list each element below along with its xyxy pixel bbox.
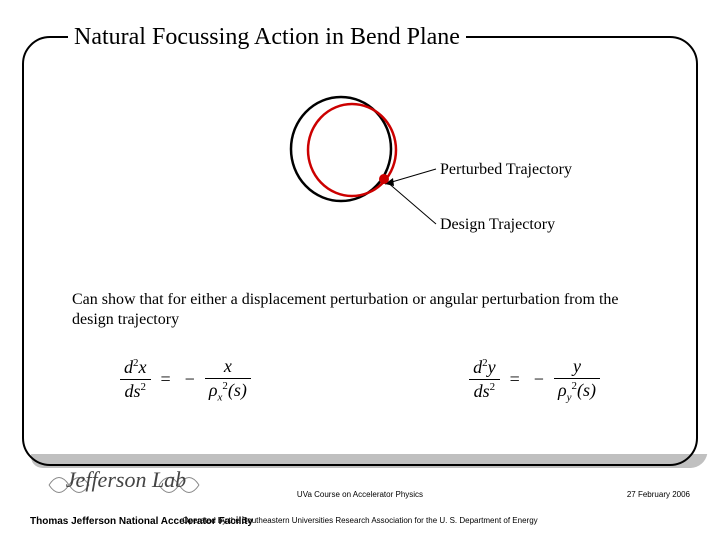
slide-title: Natural Focussing Action in Bend Plane	[68, 24, 466, 51]
equation-y: d2y ds2 = − y ρy2(s)	[469, 356, 600, 404]
footer-date: 27 February 2006	[627, 490, 690, 499]
equation-row: d2x ds2 = − x ρx2(s) d2y ds2 = − y ρy2(s…	[120, 356, 600, 404]
footer-operated: Operated by the Southeastern Universitie…	[0, 516, 720, 525]
diagram-svg	[0, 0, 720, 540]
logo-text: Jefferson Lab	[66, 467, 186, 492]
footer-course: UVa Course on Accelerator Physics	[0, 490, 720, 499]
design-pointer-head	[379, 174, 389, 184]
equation-x: d2x ds2 = − x ρx2(s)	[120, 356, 251, 404]
design-pointer-line	[386, 181, 436, 224]
body-paragraph: Can show that for either a displacement …	[72, 290, 652, 330]
perturbed-label: Perturbed Trajectory	[440, 161, 572, 179]
design-label: Design Trajectory	[440, 216, 555, 234]
